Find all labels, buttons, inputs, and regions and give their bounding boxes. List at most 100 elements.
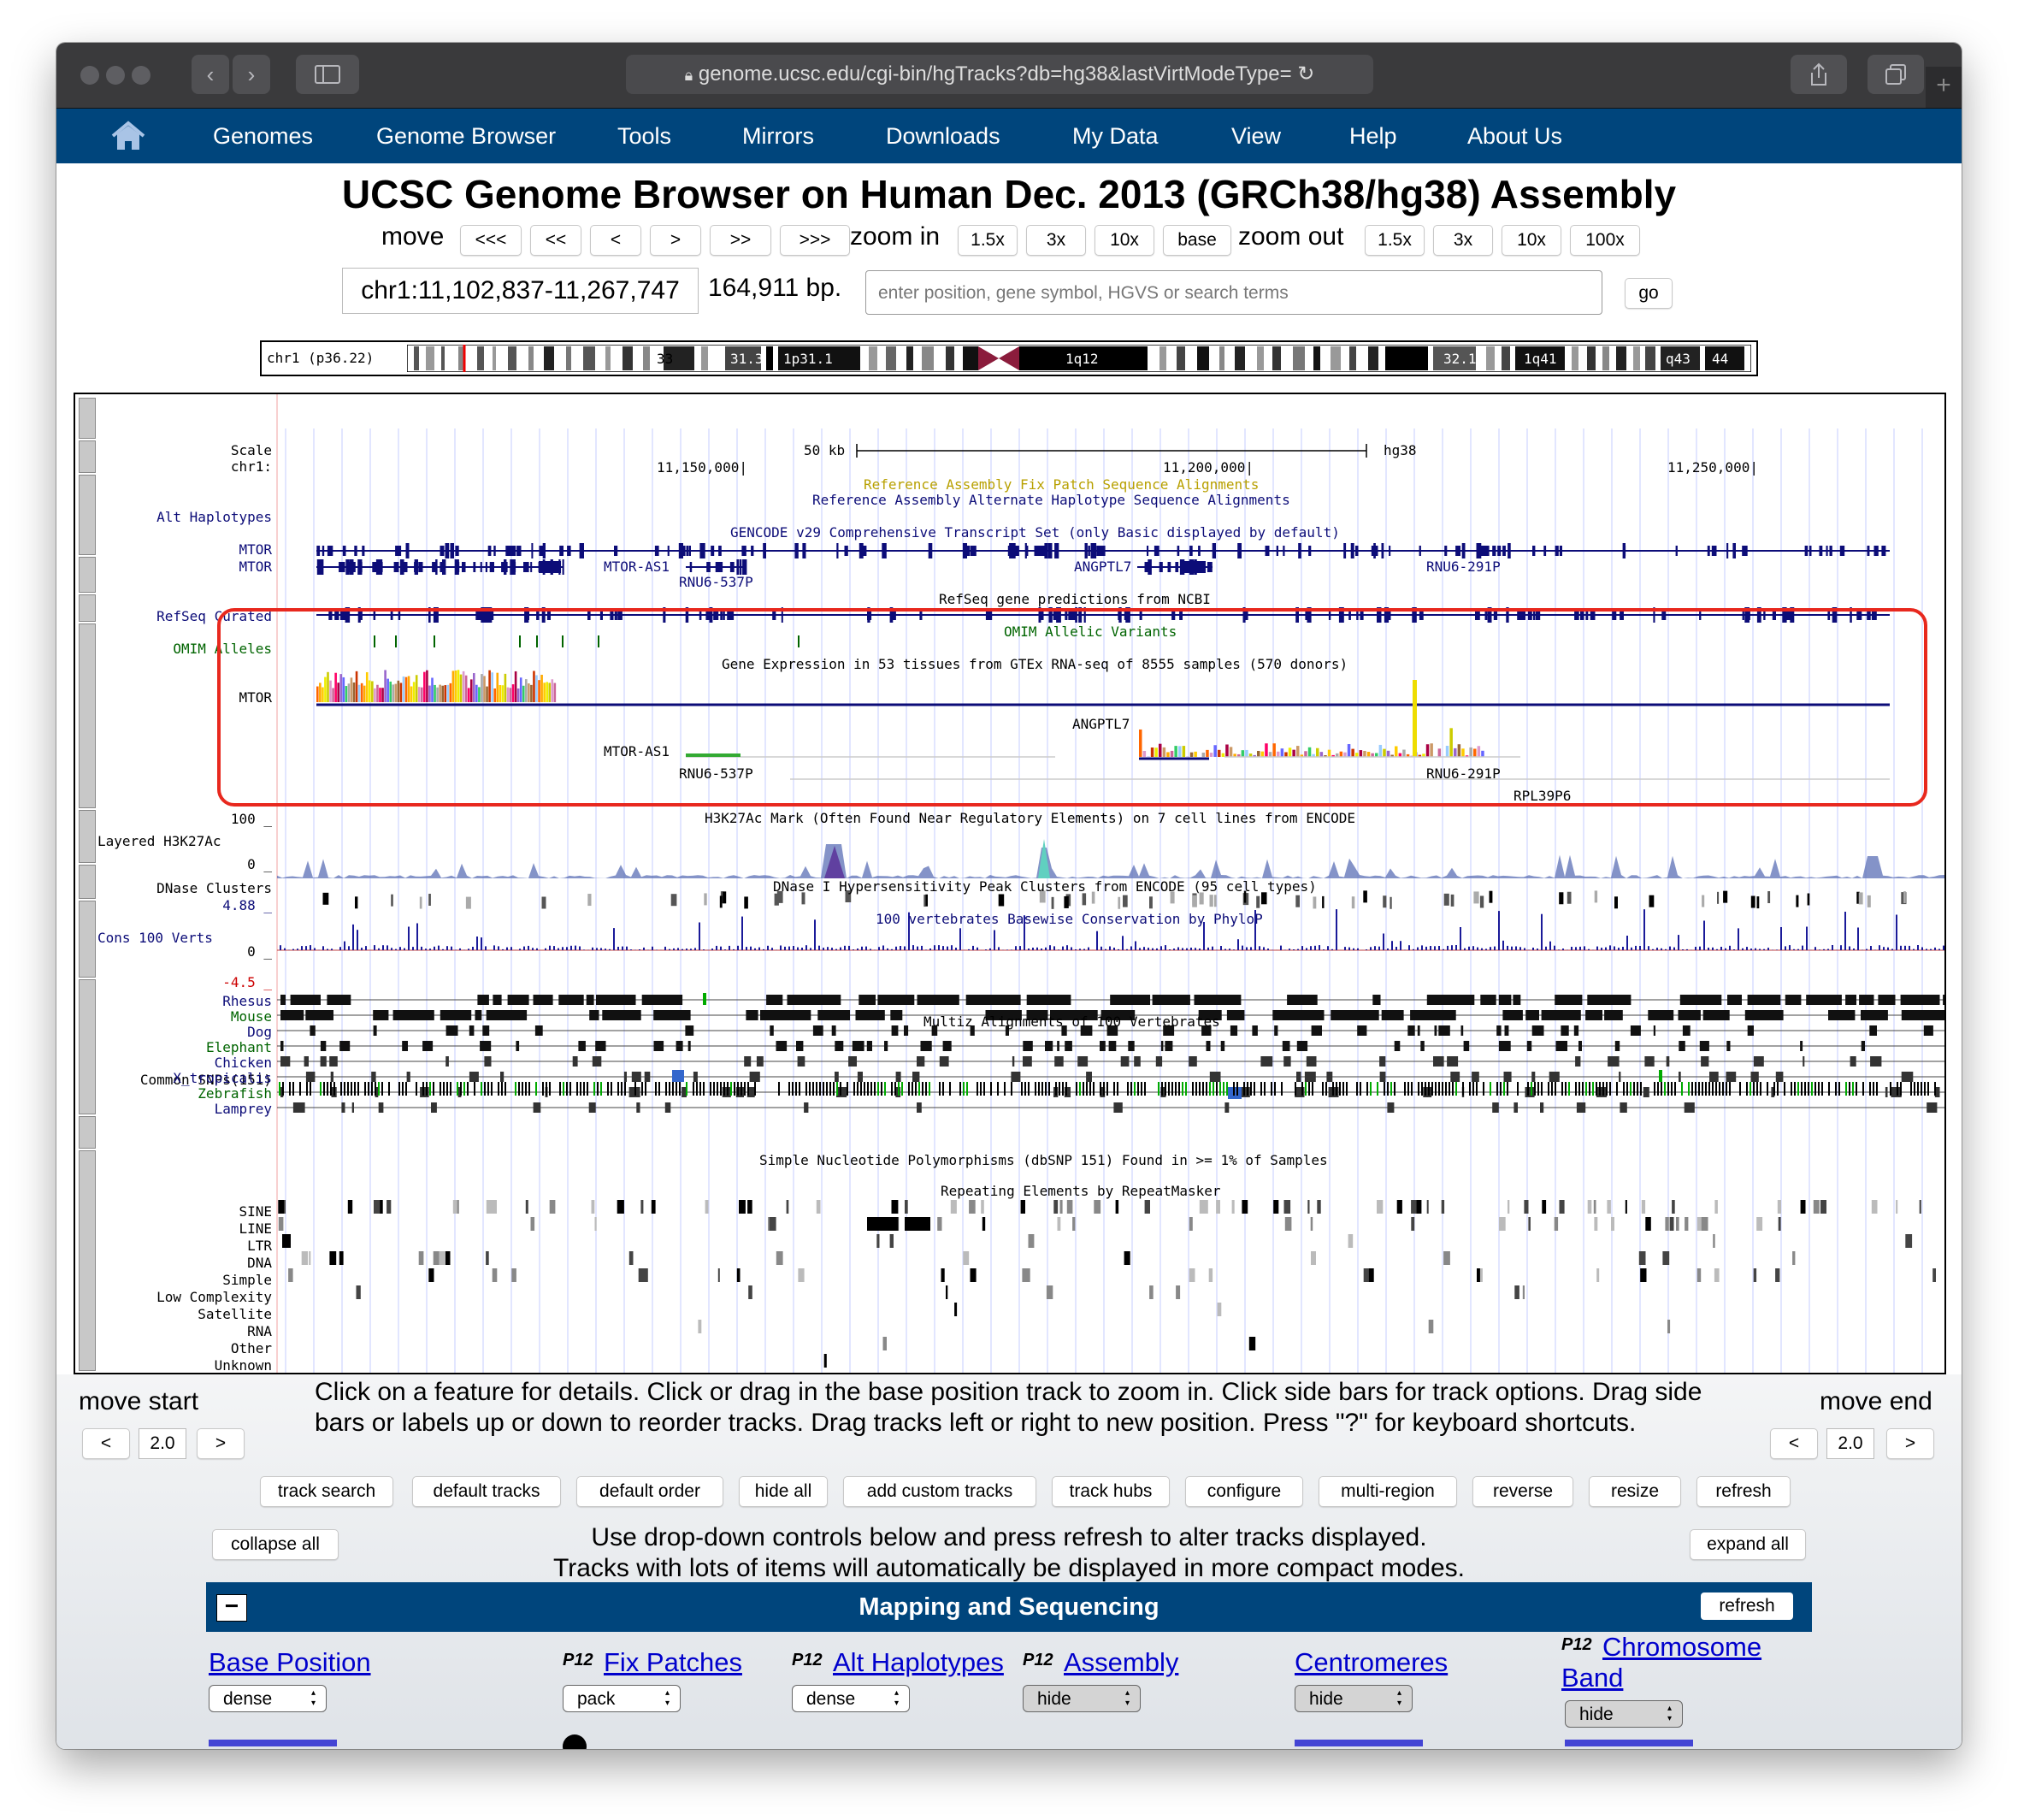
track-features[interactable] xyxy=(276,394,1944,1373)
move-start-left-button[interactable]: < xyxy=(82,1428,130,1459)
track-side-bars[interactable] xyxy=(79,394,96,1373)
gtex-mtor-label[interactable]: MTOR xyxy=(239,689,272,706)
nav-genome-browser[interactable]: Genome Browser xyxy=(376,123,557,149)
move-right-mid-button[interactable]: >> xyxy=(710,225,771,256)
move-right-far-button[interactable]: >>> xyxy=(780,225,850,256)
base-position-select[interactable]: dense xyxy=(209,1685,327,1712)
dnase-label[interactable]: DNase Clusters xyxy=(156,880,272,896)
gene-label-rnu6-291p[interactable]: RNU6-291P xyxy=(1426,558,1501,575)
gtex-label-rnu6-537p[interactable]: RNU6-537P xyxy=(679,765,753,782)
track-graphics[interactable] xyxy=(75,394,1944,1373)
zoom-window-icon[interactable] xyxy=(132,66,150,85)
resize-button[interactable]: resize xyxy=(1589,1476,1681,1507)
gtex-label-rnu6-291p[interactable]: RNU6-291P xyxy=(1426,765,1501,782)
move-left-mid-button[interactable]: << xyxy=(530,225,581,256)
nav-mirrors[interactable]: Mirrors xyxy=(742,123,814,149)
multi-region-button[interactable]: multi-region xyxy=(1319,1476,1457,1507)
zoom-out-3x-button[interactable]: 3x xyxy=(1433,225,1493,256)
search-input[interactable]: enter position, gene symbol, HGVS or sea… xyxy=(865,270,1602,315)
h3k27-title: H3K27Ac Mark (Often Found Near Regulator… xyxy=(705,810,1355,826)
position-display[interactable]: chr1:11,102,837-11,267,747 xyxy=(342,268,699,314)
minimize-window-icon[interactable] xyxy=(106,66,125,85)
cons-label[interactable]: Cons 100 Verts xyxy=(97,930,213,946)
hide-all-button[interactable]: hide all xyxy=(739,1476,828,1507)
zoom-in-10x-button[interactable]: 10x xyxy=(1095,225,1154,256)
zoom-in-1.5x-button[interactable]: 1.5x xyxy=(958,225,1018,256)
fix-patches-select[interactable]: pack xyxy=(563,1685,681,1712)
nav-view[interactable]: View xyxy=(1231,123,1282,149)
track-link-chromosome-band[interactable]: Chromosome xyxy=(1602,1632,1762,1662)
move-end-right-button[interactable]: > xyxy=(1886,1428,1934,1459)
sidebar-toggle-button[interactable] xyxy=(296,55,359,94)
refseq-curated-label[interactable]: RefSeq Curated xyxy=(156,608,272,624)
track-search-button[interactable]: track search xyxy=(260,1476,393,1507)
gencode-mtor-label[interactable]: MTOR xyxy=(239,558,272,575)
nav-genomes[interactable]: Genomes xyxy=(213,123,314,149)
zoom-in-3x-button[interactable]: 3x xyxy=(1026,225,1086,256)
default-tracks-button[interactable]: default tracks xyxy=(412,1476,561,1507)
gencode-mtor-label[interactable]: MTOR xyxy=(239,541,272,558)
gtex-label-angptl7[interactable]: ANGPTL7 xyxy=(1072,716,1130,732)
close-window-icon[interactable] xyxy=(80,66,99,85)
nav-downloads[interactable]: Downloads xyxy=(886,123,1000,149)
chromosome-band-select[interactable]: hide xyxy=(1565,1700,1683,1728)
collapse-all-button[interactable]: collapse all xyxy=(212,1529,339,1560)
address-bar[interactable]: 🔒︎ genome.ucsc.edu/cgi-bin/hgTracks?db=h… xyxy=(626,55,1373,94)
track-link-assembly[interactable]: Assembly xyxy=(1064,1647,1179,1677)
collapse-section-button[interactable]: − xyxy=(216,1594,247,1622)
track-hubs-button[interactable]: track hubs xyxy=(1052,1476,1170,1507)
move-start-input[interactable]: 2.0 xyxy=(139,1428,186,1459)
repeat-class-label: RNA xyxy=(247,1323,272,1339)
zoom-out-100x-button[interactable]: 100x xyxy=(1570,225,1640,256)
lower-controls-area xyxy=(56,1374,1962,1749)
ideogram-bands: 33 31.3 1p31.1 1q12 32.1 1q41 q43 44 xyxy=(407,345,1751,372)
move-end-left-button[interactable]: < xyxy=(1770,1428,1818,1459)
default-order-button[interactable]: default order xyxy=(576,1476,723,1507)
h3k27-label[interactable]: Layered H3K27Ac xyxy=(97,833,221,849)
nav-help[interactable]: Help xyxy=(1349,123,1397,149)
track-image[interactable]: Scale chr1: Alt Haplotypes MTOR MTOR Ref… xyxy=(74,393,1946,1374)
expand-all-button[interactable]: expand all xyxy=(1690,1529,1806,1560)
gtex-label-mtor-as1[interactable]: MTOR-AS1 xyxy=(604,743,670,759)
nav-tools[interactable]: Tools xyxy=(617,123,672,149)
gene-label-rnu6-537p[interactable]: RNU6-537P xyxy=(679,574,753,590)
move-left-far-button[interactable]: <<< xyxy=(460,225,522,256)
centromeres-select[interactable]: hide xyxy=(1295,1685,1413,1712)
new-tab-icon[interactable]: + xyxy=(1926,67,1962,108)
nav-my-data[interactable]: My Data xyxy=(1072,123,1159,149)
zoom-out-10x-button[interactable]: 10x xyxy=(1502,225,1561,256)
alt-haplotypes-label[interactable]: Alt Haplotypes xyxy=(156,509,272,525)
gene-label-mtor-as1[interactable]: MTOR-AS1 xyxy=(604,558,670,575)
move-right-button[interactable]: > xyxy=(650,225,701,256)
track-link-chromosome-band-line2[interactable]: Band xyxy=(1561,1663,1624,1693)
zoom-in-base-button[interactable]: base xyxy=(1163,225,1231,256)
back-button[interactable]: ‹ xyxy=(192,55,229,94)
move-end-input[interactable]: 2.0 xyxy=(1826,1428,1874,1459)
move-start-right-button[interactable]: > xyxy=(197,1428,245,1459)
tabs-overview-button[interactable] xyxy=(1868,55,1924,94)
gene-label-angptl7[interactable]: ANGPTL7 xyxy=(1074,558,1132,575)
chromosome-ideogram[interactable]: chr1 (p36.22) xyxy=(260,340,1758,376)
add-custom-tracks-button[interactable]: add custom tracks xyxy=(843,1476,1036,1507)
share-button[interactable] xyxy=(1791,55,1847,94)
configure-button[interactable]: configure xyxy=(1185,1476,1303,1507)
nav-about-us[interactable]: About Us xyxy=(1467,123,1563,149)
reverse-button[interactable]: reverse xyxy=(1472,1476,1573,1507)
track-link-base-position[interactable]: Base Position xyxy=(209,1647,371,1677)
common-snps-label[interactable]: Common SNPs(151) xyxy=(139,1072,272,1088)
section-refresh-button[interactable]: refresh xyxy=(1701,1592,1793,1620)
track-link-fix-patches[interactable]: Fix Patches xyxy=(604,1647,742,1677)
alt-haplotypes-select[interactable]: dense xyxy=(792,1685,910,1712)
home-icon[interactable] xyxy=(109,121,147,151)
track-link-centromeres[interactable]: Centromeres xyxy=(1295,1647,1449,1677)
reload-icon[interactable]: ↻ xyxy=(1297,62,1315,86)
go-button[interactable]: go xyxy=(1625,278,1673,309)
gtex-label-rpl39p6[interactable]: RPL39P6 xyxy=(1514,788,1572,804)
move-left-button[interactable]: < xyxy=(590,225,641,256)
omim-alleles-label[interactable]: OMIM Alleles xyxy=(173,641,272,657)
forward-button[interactable]: › xyxy=(233,55,270,94)
zoom-out-1.5x-button[interactable]: 1.5x xyxy=(1365,225,1425,256)
track-link-alt-haplotypes[interactable]: Alt Haplotypes xyxy=(833,1647,1004,1677)
refresh-button[interactable]: refresh xyxy=(1696,1476,1791,1507)
assembly-select[interactable]: hide xyxy=(1023,1685,1141,1712)
